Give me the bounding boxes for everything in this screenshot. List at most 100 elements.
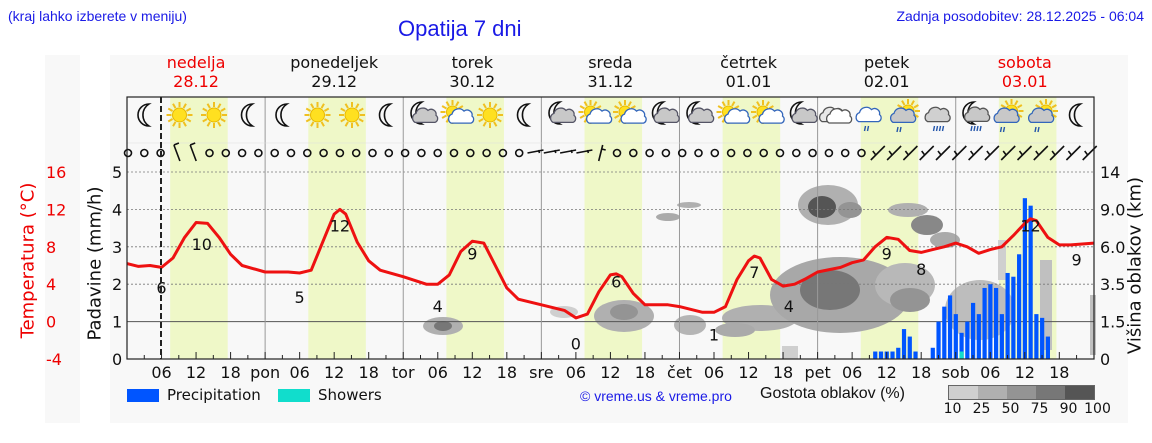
temp-axis-panel [45,55,80,423]
svg-text:06: 06 [704,363,724,382]
svg-text:8: 8 [46,238,56,257]
day-label: torek 30.12 [412,53,532,91]
svg-text:12: 12 [1015,363,1035,382]
svg-text:12: 12 [324,363,344,382]
moon-icon [137,103,152,127]
moon-cloud-icon [548,101,577,125]
cloud-density-tick: 50 [1001,401,1020,417]
svg-text:sre: sre [529,363,553,382]
day-label: nedelja 28.12 [136,53,256,91]
svg-text:12: 12 [462,363,482,382]
svg-text:pet: pet [804,363,830,382]
svg-text:0: 0 [571,335,581,354]
moon-cloud-icon [686,101,715,125]
svg-text:6: 6 [611,273,621,292]
cloud-density-swatch [978,386,1007,399]
day-date: 01.01 [725,72,772,91]
day-name: torek [451,53,493,72]
cloud-rain-icon [855,106,882,132]
cloud-rain-heavy-icon [924,106,951,132]
svg-text:06: 06 [842,363,862,382]
svg-text:5: 5 [295,288,305,307]
day-label: petek 02.01 [827,53,947,91]
cloud-density-scale [948,385,1095,400]
svg-text:9.0: 9.0 [1100,200,1125,219]
day-name: sobota [997,53,1052,72]
svg-text:18: 18 [911,363,931,382]
region-hint: (kraj lahko izberete v meniju) [8,8,187,24]
day-label: sobota 03.01 [965,53,1085,91]
sun-icon [339,102,365,128]
svg-text:6.0: 6.0 [1100,238,1125,257]
svg-text:06: 06 [428,363,448,382]
cloud-density-ticks: 10 25 50 75 90 100 [938,401,1112,417]
cloud-density-swatch [1007,386,1036,399]
grid-lines [127,97,1094,359]
svg-text:14: 14 [1100,163,1120,182]
svg-text:sob: sob [942,363,970,382]
svg-text:12: 12 [330,216,350,235]
sun-cloud-rain-icon [889,99,920,133]
svg-text:12: 12 [738,363,758,382]
svg-text:12: 12 [46,200,66,219]
svg-text:1: 1 [112,313,122,332]
svg-text:8: 8 [916,260,926,279]
day-date: 30.12 [449,72,496,91]
day-date: 31.12 [587,72,634,91]
cloud-density-swatch [949,386,978,399]
day-name: nedelja [166,53,226,72]
cloud-density-tick: 10 [943,401,962,417]
showers-swatch [278,389,310,402]
svg-text:4: 4 [433,297,443,316]
weather-icons-row [137,99,1084,133]
sun-cloud-icon [578,100,613,124]
svg-text:5: 5 [112,163,122,182]
moon-icon [240,103,256,127]
precipitation-bars [873,198,1050,359]
svg-text:7: 7 [749,263,759,282]
sun-icon [166,102,193,128]
day-label: četrtek 01.01 [689,53,809,91]
svg-text:2: 2 [112,275,122,294]
day-date: 28.12 [173,72,219,91]
svg-text:9: 9 [1071,250,1081,269]
sun-cloud-icon [613,100,647,124]
svg-text:18: 18 [773,363,793,382]
day-name: četrtek [720,53,777,72]
svg-text:1.5: 1.5 [1100,313,1125,332]
svg-text:18: 18 [1049,363,1069,382]
copyright-link[interactable]: © vreme.us & vreme.pro [580,388,732,404]
svg-text:06: 06 [980,363,1000,382]
cloud-density-swatch [1065,386,1094,399]
day-date: 02.01 [863,72,910,91]
svg-text:9: 9 [467,244,477,263]
svg-text:10: 10 [192,235,212,254]
temperature-line [126,207,1094,320]
svg-text:06: 06 [566,363,586,382]
cloud-density-label: Gostota oblakov (%) [760,385,905,402]
moon-cloud-icon [410,101,439,125]
page-title: Opatija 7 dni [398,16,522,41]
svg-text:4: 4 [112,200,122,219]
svg-text:4: 4 [784,297,794,316]
sun-cloud-icon [716,100,751,124]
legend-showers: Showers [318,386,382,404]
sun-icon [304,102,331,128]
svg-text:9: 9 [882,244,892,263]
svg-text:4: 4 [46,275,56,294]
svg-text:3.5: 3.5 [1100,275,1125,294]
svg-text:0: 0 [112,350,122,369]
cloud-density-tick: 75 [1030,401,1049,417]
svg-text:06: 06 [151,363,171,382]
day-name: petek [863,53,910,72]
svg-text:pon: pon [250,363,280,382]
moon-icon [516,103,532,127]
moon-icon [1068,103,1084,127]
cloud-icon [818,106,853,124]
svg-text:18: 18 [635,363,655,382]
svg-text:16: 16 [46,163,66,182]
legend-precipitation: Precipitation [167,386,261,404]
day-date: 03.01 [1001,72,1048,91]
svg-text:0: 0 [46,313,56,332]
